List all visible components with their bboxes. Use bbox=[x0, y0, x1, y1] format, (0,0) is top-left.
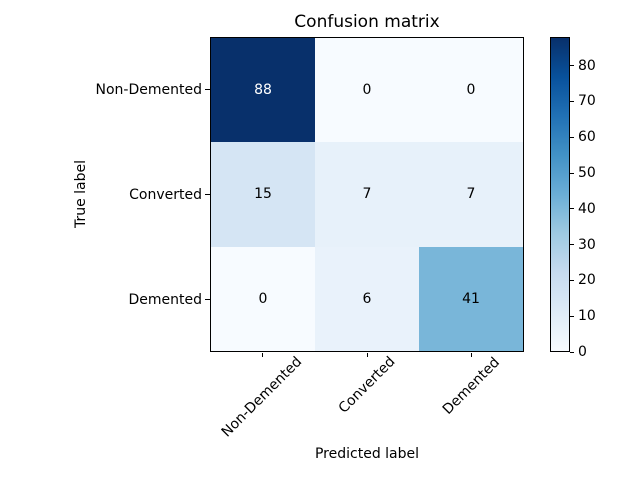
colorbar-tick-mark bbox=[570, 244, 574, 246]
colorbar-tick-label: 50 bbox=[578, 165, 596, 182]
heatmap-cell-2-2: 41 bbox=[419, 246, 523, 351]
x-tick-label: Converted bbox=[335, 354, 398, 417]
colorbar-tick-mark bbox=[570, 315, 574, 317]
x-tick-label: Non-Demented bbox=[218, 353, 306, 441]
x-tick-mark bbox=[261, 353, 263, 357]
y-tick-mark bbox=[205, 89, 210, 90]
colorbar-tick-mark bbox=[570, 279, 574, 281]
y-tick-mark bbox=[205, 194, 210, 195]
heatmap-cell-1-0: 15 bbox=[211, 142, 315, 247]
heatmap-cell-1-1: 7 bbox=[315, 142, 419, 247]
heatmap-cell-2-0: 0 bbox=[211, 246, 315, 351]
colorbar-tick-mark bbox=[570, 100, 574, 102]
y-tick-label: Demented bbox=[128, 291, 202, 308]
heatmap-cell-0-0: 88 bbox=[211, 38, 315, 143]
heatmap-cell-1-2: 7 bbox=[419, 142, 523, 247]
colorbar-tick-label: 80 bbox=[578, 57, 596, 74]
y-tick-label: Converted bbox=[129, 186, 202, 203]
x-tick-mark bbox=[366, 353, 368, 357]
colorbar bbox=[550, 37, 570, 352]
chart-title: Confusion matrix bbox=[294, 12, 440, 32]
x-tick-mark bbox=[471, 353, 473, 357]
y-tick-mark bbox=[205, 299, 210, 300]
colorbar-tick-mark bbox=[570, 172, 574, 174]
colorbar-tick-label: 70 bbox=[578, 93, 596, 110]
x-axis-label: Predicted label bbox=[314, 446, 420, 462]
colorbar-tick-label: 10 bbox=[578, 308, 596, 325]
colorbar-tick-label: 0 bbox=[578, 344, 587, 360]
heatmap-cell-0-2: 0 bbox=[419, 38, 523, 143]
x-tick-label: Demented bbox=[439, 354, 503, 418]
colorbar-tick-label: 20 bbox=[578, 272, 596, 289]
colorbar-tick-label: 30 bbox=[578, 236, 596, 253]
heatmap-grid: 88 0 0 15 7 7 0 6 41 bbox=[210, 37, 524, 352]
heatmap-cell-0-1: 0 bbox=[315, 38, 419, 143]
colorbar-tick-mark bbox=[570, 65, 574, 67]
y-tick-label: Non-Demented bbox=[95, 81, 202, 98]
colorbar-tick-label: 40 bbox=[578, 200, 596, 217]
colorbar-tick-label: 60 bbox=[578, 129, 596, 146]
colorbar-tick-mark bbox=[570, 136, 574, 138]
heatmap-cell-2-1: 6 bbox=[315, 246, 419, 351]
colorbar-tick-mark bbox=[570, 208, 574, 210]
colorbar-tick-mark bbox=[570, 351, 574, 353]
